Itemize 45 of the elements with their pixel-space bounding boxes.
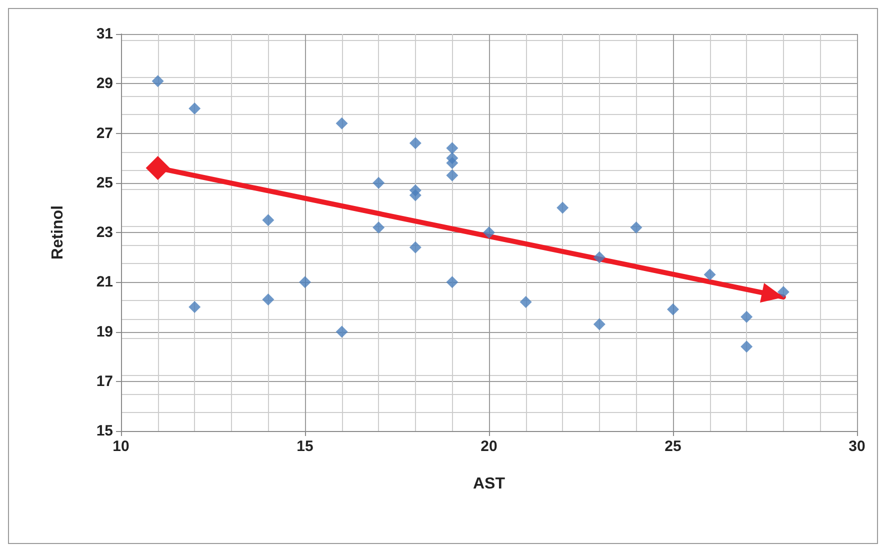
y-tick-label: 17 [96, 372, 113, 390]
y-tick-label: 23 [96, 224, 113, 241]
point [336, 117, 348, 130]
point [372, 222, 385, 234]
point [704, 268, 716, 281]
point [446, 169, 458, 182]
point [262, 214, 274, 226]
point [630, 222, 642, 234]
x-tick-label: 30 [848, 438, 866, 455]
point [262, 293, 274, 306]
y-axis-title: Retinol [50, 205, 66, 260]
point [556, 202, 569, 214]
point [146, 156, 170, 180]
point [409, 137, 422, 150]
point [740, 340, 753, 353]
point [188, 102, 201, 114]
point [777, 286, 790, 298]
point [188, 300, 201, 313]
point [483, 226, 495, 238]
x-tick-label: 20 [480, 438, 498, 455]
y-tick-label: 25 [96, 174, 113, 192]
point [520, 296, 532, 308]
x-tick-label: 15 [296, 438, 314, 455]
y-tick-label: 15 [96, 422, 113, 440]
y-tick-label: 19 [96, 323, 113, 340]
point [593, 318, 606, 330]
y-tick-label: 29 [96, 75, 113, 92]
point [299, 276, 311, 288]
x-axis-title: AST [473, 476, 506, 492]
y-tick-label: 21 [96, 274, 113, 291]
point [409, 189, 422, 202]
point [446, 142, 458, 154]
point [446, 276, 458, 288]
point [372, 176, 385, 189]
point [446, 157, 458, 170]
point [336, 326, 348, 338]
point [740, 310, 753, 323]
point [593, 251, 606, 264]
x-tick-label: 25 [664, 438, 682, 455]
x-tick-label: 10 [112, 438, 130, 455]
point [409, 241, 422, 254]
point [152, 75, 164, 88]
y-tick-label: 27 [96, 124, 113, 142]
point [667, 303, 679, 316]
y-tick-label: 31 [96, 26, 113, 42]
